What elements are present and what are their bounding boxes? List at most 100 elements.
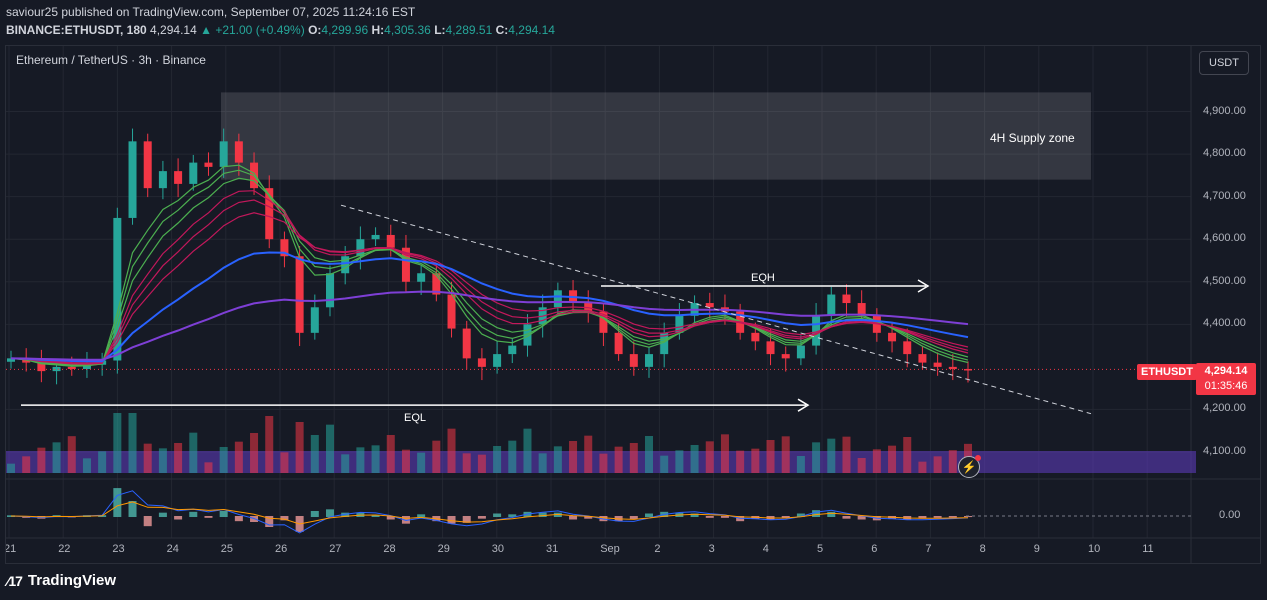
volume-bar <box>766 440 775 473</box>
candle-body <box>918 354 927 363</box>
volume-bar <box>523 428 532 473</box>
y-tick-label: 4,100.00 <box>1203 444 1246 457</box>
volume-bar <box>477 454 486 473</box>
volume-bar <box>295 422 304 473</box>
oscillator-bar <box>310 511 319 517</box>
oscillator-bar <box>493 513 502 517</box>
volume-bar <box>857 458 866 473</box>
candle-body <box>751 332 760 342</box>
price-tag-countdown: 01:35:46 <box>1204 380 1248 392</box>
oscillator-bar <box>629 516 638 520</box>
eql-arrowhead <box>797 398 810 412</box>
x-tick-label: 23 <box>112 543 125 555</box>
volume-bar <box>781 436 790 473</box>
price-change: ▲ +21.00 (+0.49%) <box>200 23 305 37</box>
candle-body <box>189 162 198 184</box>
oscillator-bar <box>812 510 821 517</box>
volume-bar <box>280 452 289 473</box>
candle-body <box>401 247 410 282</box>
oscillator-bar <box>645 513 653 517</box>
oscillator-bar <box>204 516 213 518</box>
eql-label: EQL <box>404 412 427 424</box>
candle-body <box>219 141 228 167</box>
lightning-icon[interactable]: ⚡ <box>958 455 981 478</box>
oscillator-bar <box>705 516 714 518</box>
chart-frame[interactable]: Ethereum / TetherUS · 3h · Binance USDT … <box>5 45 1261 564</box>
volume-bar <box>98 451 107 473</box>
candle-body <box>812 315 821 346</box>
ema-ribbon-line <box>10 199 969 365</box>
oscillator-bar <box>326 509 334 517</box>
candle-body <box>614 332 623 355</box>
candle-body <box>705 303 714 308</box>
tradingview-logo[interactable]: ⁄17 TradingView <box>7 572 116 589</box>
oscillator-bar <box>174 516 183 520</box>
volume-bar <box>736 450 745 473</box>
volume-bar <box>918 461 927 473</box>
oscillator-bar <box>781 516 790 518</box>
x-tick-label: 24 <box>166 543 179 555</box>
candle-body <box>356 239 365 257</box>
volume-bar <box>82 458 91 473</box>
oscillator-bar <box>857 516 866 520</box>
volume-bar <box>189 432 198 473</box>
volume-bar <box>660 455 669 473</box>
oscillator-bar <box>584 516 593 519</box>
candle-body <box>645 354 653 367</box>
candle-body <box>280 239 289 257</box>
candle-body <box>52 366 61 372</box>
x-tick-label: 21 <box>5 543 17 555</box>
eqh-label: EQH <box>751 272 775 284</box>
candle-body <box>326 273 334 308</box>
candle-body <box>265 188 274 240</box>
low-value: 4,289.51 <box>445 23 493 37</box>
volume-bar <box>645 436 653 473</box>
oscillator-bar <box>569 516 578 520</box>
volume-bar <box>538 453 547 473</box>
candle-body <box>508 345 517 355</box>
volume-bar <box>113 413 122 473</box>
oscillator-bar <box>158 512 167 517</box>
price-chart[interactable] <box>6 46 1261 564</box>
volume-bar <box>812 442 821 473</box>
supply-zone <box>221 92 1091 180</box>
oscillator-bar <box>964 516 972 518</box>
y-tick-label: 4,900.00 <box>1203 104 1246 117</box>
oscillator-bar <box>401 516 410 524</box>
symbol-price-label: ETHUSDT <box>1137 364 1197 380</box>
ema-ribbon-line <box>10 177 969 366</box>
close-value: 4,294.14 <box>508 23 555 37</box>
candle-body <box>7 358 15 362</box>
open-value: 4,299.96 <box>321 23 369 37</box>
volume-bar <box>629 443 638 473</box>
candle-body <box>432 273 441 295</box>
x-tick-label: 7 <box>925 543 932 555</box>
candle-body <box>371 234 380 240</box>
candle-body <box>128 141 137 218</box>
oscillator-bar <box>113 488 122 517</box>
volume-bar <box>462 453 471 473</box>
candle-body <box>888 332 897 342</box>
ema-ribbon-line <box>10 190 969 365</box>
oscillator-bar <box>341 512 350 517</box>
symbol-label: Ethereum / TetherUS · 3h · Binance <box>16 53 206 67</box>
volume-bar <box>204 462 213 473</box>
currency-button[interactable]: USDT <box>1199 51 1249 75</box>
x-tick-label: 2 <box>654 543 661 555</box>
volume-bar <box>67 436 76 473</box>
ema-ribbon-line <box>10 164 969 367</box>
oscillator-bar <box>538 512 547 517</box>
y-tick-label: 4,700.00 <box>1203 189 1246 202</box>
supply-zone-label: 4H Supply zone <box>990 131 1075 145</box>
oscillator-bar <box>265 516 274 527</box>
x-tick-label: 10 <box>1088 543 1101 555</box>
volume-bar <box>386 435 395 473</box>
volume-bar <box>310 435 319 473</box>
volume-bar <box>827 438 836 473</box>
ohlc-legend: BINANCE:ETHUSDT, 180 4,294.14 ▲ +21.00 (… <box>6 23 555 37</box>
volume-bar <box>569 441 578 473</box>
candle-body <box>386 234 395 248</box>
publish-info: saviour25 published on TradingView.com, … <box>6 5 416 19</box>
volume-bar <box>158 448 167 473</box>
candle-body <box>675 315 684 333</box>
